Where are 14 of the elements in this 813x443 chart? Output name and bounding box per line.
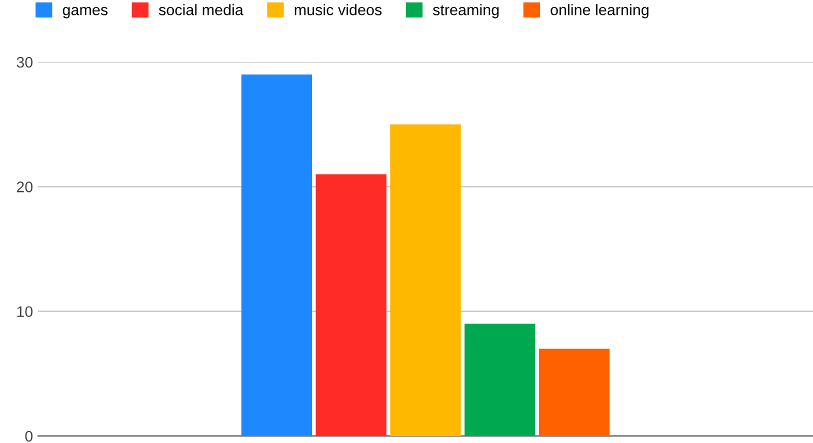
legend-label: social media xyxy=(158,4,244,16)
y-tick-label: 0 xyxy=(25,430,33,442)
bar xyxy=(464,324,536,436)
y-tick-label: 20 xyxy=(16,182,33,192)
y-tick-label: 30 xyxy=(16,56,33,68)
legend-label: streaming xyxy=(432,4,499,18)
y-tick-label: 10 xyxy=(17,306,33,318)
legend-label: games xyxy=(62,6,108,18)
legend-label: online learning xyxy=(550,4,648,18)
legend-label: music videos xyxy=(294,4,382,16)
bar xyxy=(390,124,461,436)
bar xyxy=(316,174,386,436)
bar xyxy=(538,348,610,436)
bar xyxy=(241,74,312,436)
